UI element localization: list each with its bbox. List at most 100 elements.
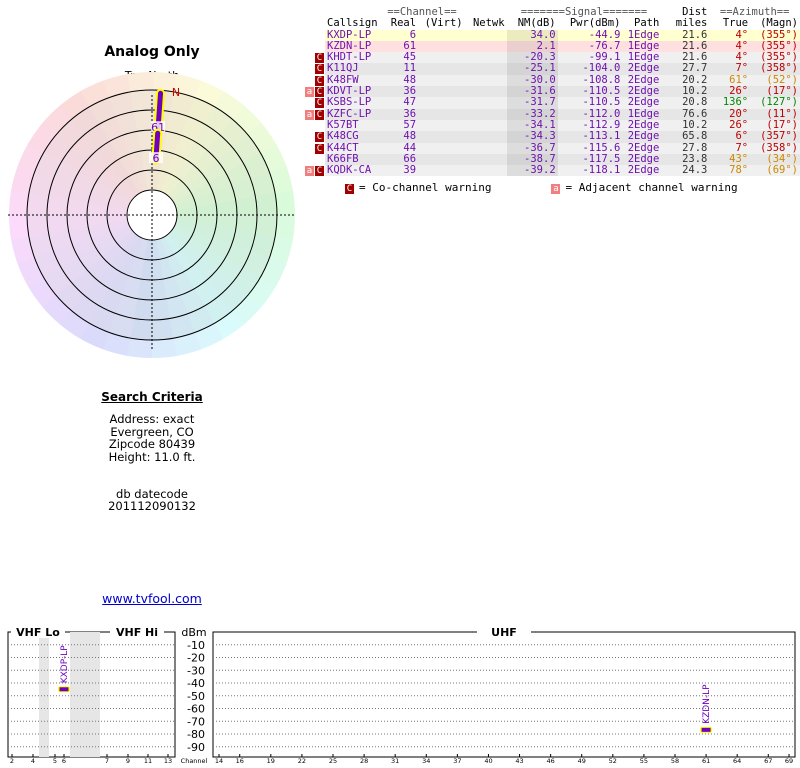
cell-path: 2Edge: [627, 62, 660, 75]
cell-true: 4°: [735, 51, 749, 64]
cell-dist: 27.7: [682, 62, 708, 75]
compass-fill: [156, 238, 195, 339]
warning-cell: C: [305, 63, 325, 75]
cell-dist: 21.6: [682, 39, 708, 52]
compass-ring: [194, 80, 225, 108]
station-bar: [153, 130, 161, 163]
cell-real: 61: [403, 39, 417, 52]
warning-badge: C: [315, 75, 324, 86]
warning-badge: a: [305, 87, 314, 98]
warning-cell: C: [305, 74, 325, 87]
cell-path: 2Edge: [627, 96, 660, 109]
cell-path: 2Edge: [627, 141, 660, 154]
search-title: Search Criteria: [101, 390, 203, 404]
spacer: [305, 7, 325, 18]
x-tick-label: 11: [144, 757, 152, 765]
ring: [46, 109, 258, 321]
legend-text: = Adjacent channel warning: [565, 181, 738, 194]
cell-nm: -36.7: [506, 142, 558, 154]
cell-empty: [465, 63, 507, 74]
cell-true: 20°: [729, 107, 749, 120]
column-header-row: Callsign Real (Virt) Netwk NM(dB) Pwr(dBm) Pat…: [305, 17, 800, 30]
cell-real: 39: [403, 164, 417, 177]
x-tick-label: 40: [484, 757, 492, 765]
cell-dist: 10.2: [682, 118, 708, 131]
compass-fill: [168, 119, 249, 200]
cell-empty: [465, 165, 507, 176]
search-line: Address: exact: [109, 412, 195, 426]
cell-callsign: KZDN-LP: [327, 39, 372, 52]
column-header: Callsign: [327, 17, 378, 30]
cell-nm: -34.3: [506, 130, 558, 143]
n-label: N: [172, 86, 180, 99]
link[interactable]: www.tvfool.com: [102, 591, 202, 606]
cell-real: 36: [403, 107, 417, 120]
legend-item: a = Adjacent channel warning: [551, 181, 738, 194]
x-tick-label: 34: [422, 757, 430, 765]
cell-dist: 27.8: [682, 141, 708, 154]
cell-real: 57: [403, 118, 417, 131]
compass-ring: [42, 104, 73, 135]
warning-cell: C: [305, 52, 325, 64]
cell-nm: -25.1: [506, 63, 558, 75]
cell-nm: -30.0: [506, 74, 558, 87]
x-tick-label: 52: [609, 757, 617, 765]
group-header: =======Signal=======: [520, 6, 648, 18]
cell-dist: 23.8: [682, 152, 708, 165]
cell-real: 36: [403, 85, 417, 98]
compass-fill: [108, 238, 148, 339]
compass-ring: [127, 72, 154, 92]
warning-cell: [305, 119, 325, 132]
warning-badge: a: [305, 166, 314, 177]
column-header: NM(dB): [517, 17, 556, 30]
cell-pwr: -99.1: [588, 51, 621, 64]
column-header: Pwr(dBm): [569, 17, 621, 30]
cell-real: 11: [403, 62, 417, 75]
station-row: C K48FW 48 -30.0 -108.8 2Edge 20.2 61° (52°): [305, 74, 800, 87]
signal-outline: [700, 726, 713, 733]
compass-ring: [173, 74, 203, 98]
cell-true: 4°: [735, 39, 749, 52]
group-header-row: ==Channel== =======Signal======= Dist ==Azi…: [305, 6, 800, 18]
station-row: K66FB 66 -38.7 -117.5 2Edge 23.8 43° (34°): [305, 152, 800, 166]
x-tick-label: 61: [702, 757, 710, 765]
ring: [126, 189, 178, 241]
station-row: C KHDT-LP 45 -20.3 -99.1 1Edge 21.6 4° (355°): [305, 51, 800, 64]
panel-label: UHF: [491, 626, 517, 639]
column-header: Path: [634, 17, 660, 30]
station-table: ==Channel== =======Signal======= Dist ==Azi…: [305, 6, 800, 177]
cell-empty: [418, 75, 465, 86]
x-tick-label: 19: [267, 757, 275, 765]
cell-path: 2Edge: [627, 152, 660, 165]
search-lines: Address: exact Evergreen, CO Zipcode 80439…: [0, 413, 304, 463]
warning-cell: [305, 153, 325, 166]
cell-empty: [418, 154, 465, 165]
search-line: Height: 11.0 ft.: [108, 449, 196, 464]
cell-real: 6: [409, 28, 417, 41]
compass-ring: [275, 190, 295, 217]
warning-badge: C: [315, 166, 324, 177]
compass-fill: [34, 223, 131, 278]
ring: [66, 129, 238, 301]
cell-path: 2Edge: [627, 164, 660, 177]
cell-empty: [418, 131, 465, 142]
column-header: Real: [390, 17, 417, 30]
cell-magn: (11°): [766, 107, 798, 120]
warning-badge: a: [551, 184, 561, 194]
cell-pwr: -115.6: [582, 141, 621, 154]
cell-magn: (358°): [760, 141, 798, 154]
cell-callsign: KSBS-LP: [327, 96, 372, 109]
cell-pwr: -112.9: [582, 118, 621, 131]
cell-nm: 34.0: [506, 29, 558, 41]
cell-empty: [465, 143, 507, 154]
cell-empty: [418, 165, 465, 176]
x-tick-label: 14: [215, 757, 223, 765]
compass-ring: [8, 213, 29, 240]
cell-callsign: K11QJ: [327, 62, 359, 75]
y-tick-label: -10: [187, 639, 205, 652]
station-row: C K48CG 48 -34.3 -113.1 2Edge 65.8 6° (357°): [305, 130, 800, 143]
cell-path: 2Edge: [627, 85, 660, 98]
y-tick-label: -80: [187, 728, 205, 741]
x-tick-label: 28: [360, 757, 368, 765]
